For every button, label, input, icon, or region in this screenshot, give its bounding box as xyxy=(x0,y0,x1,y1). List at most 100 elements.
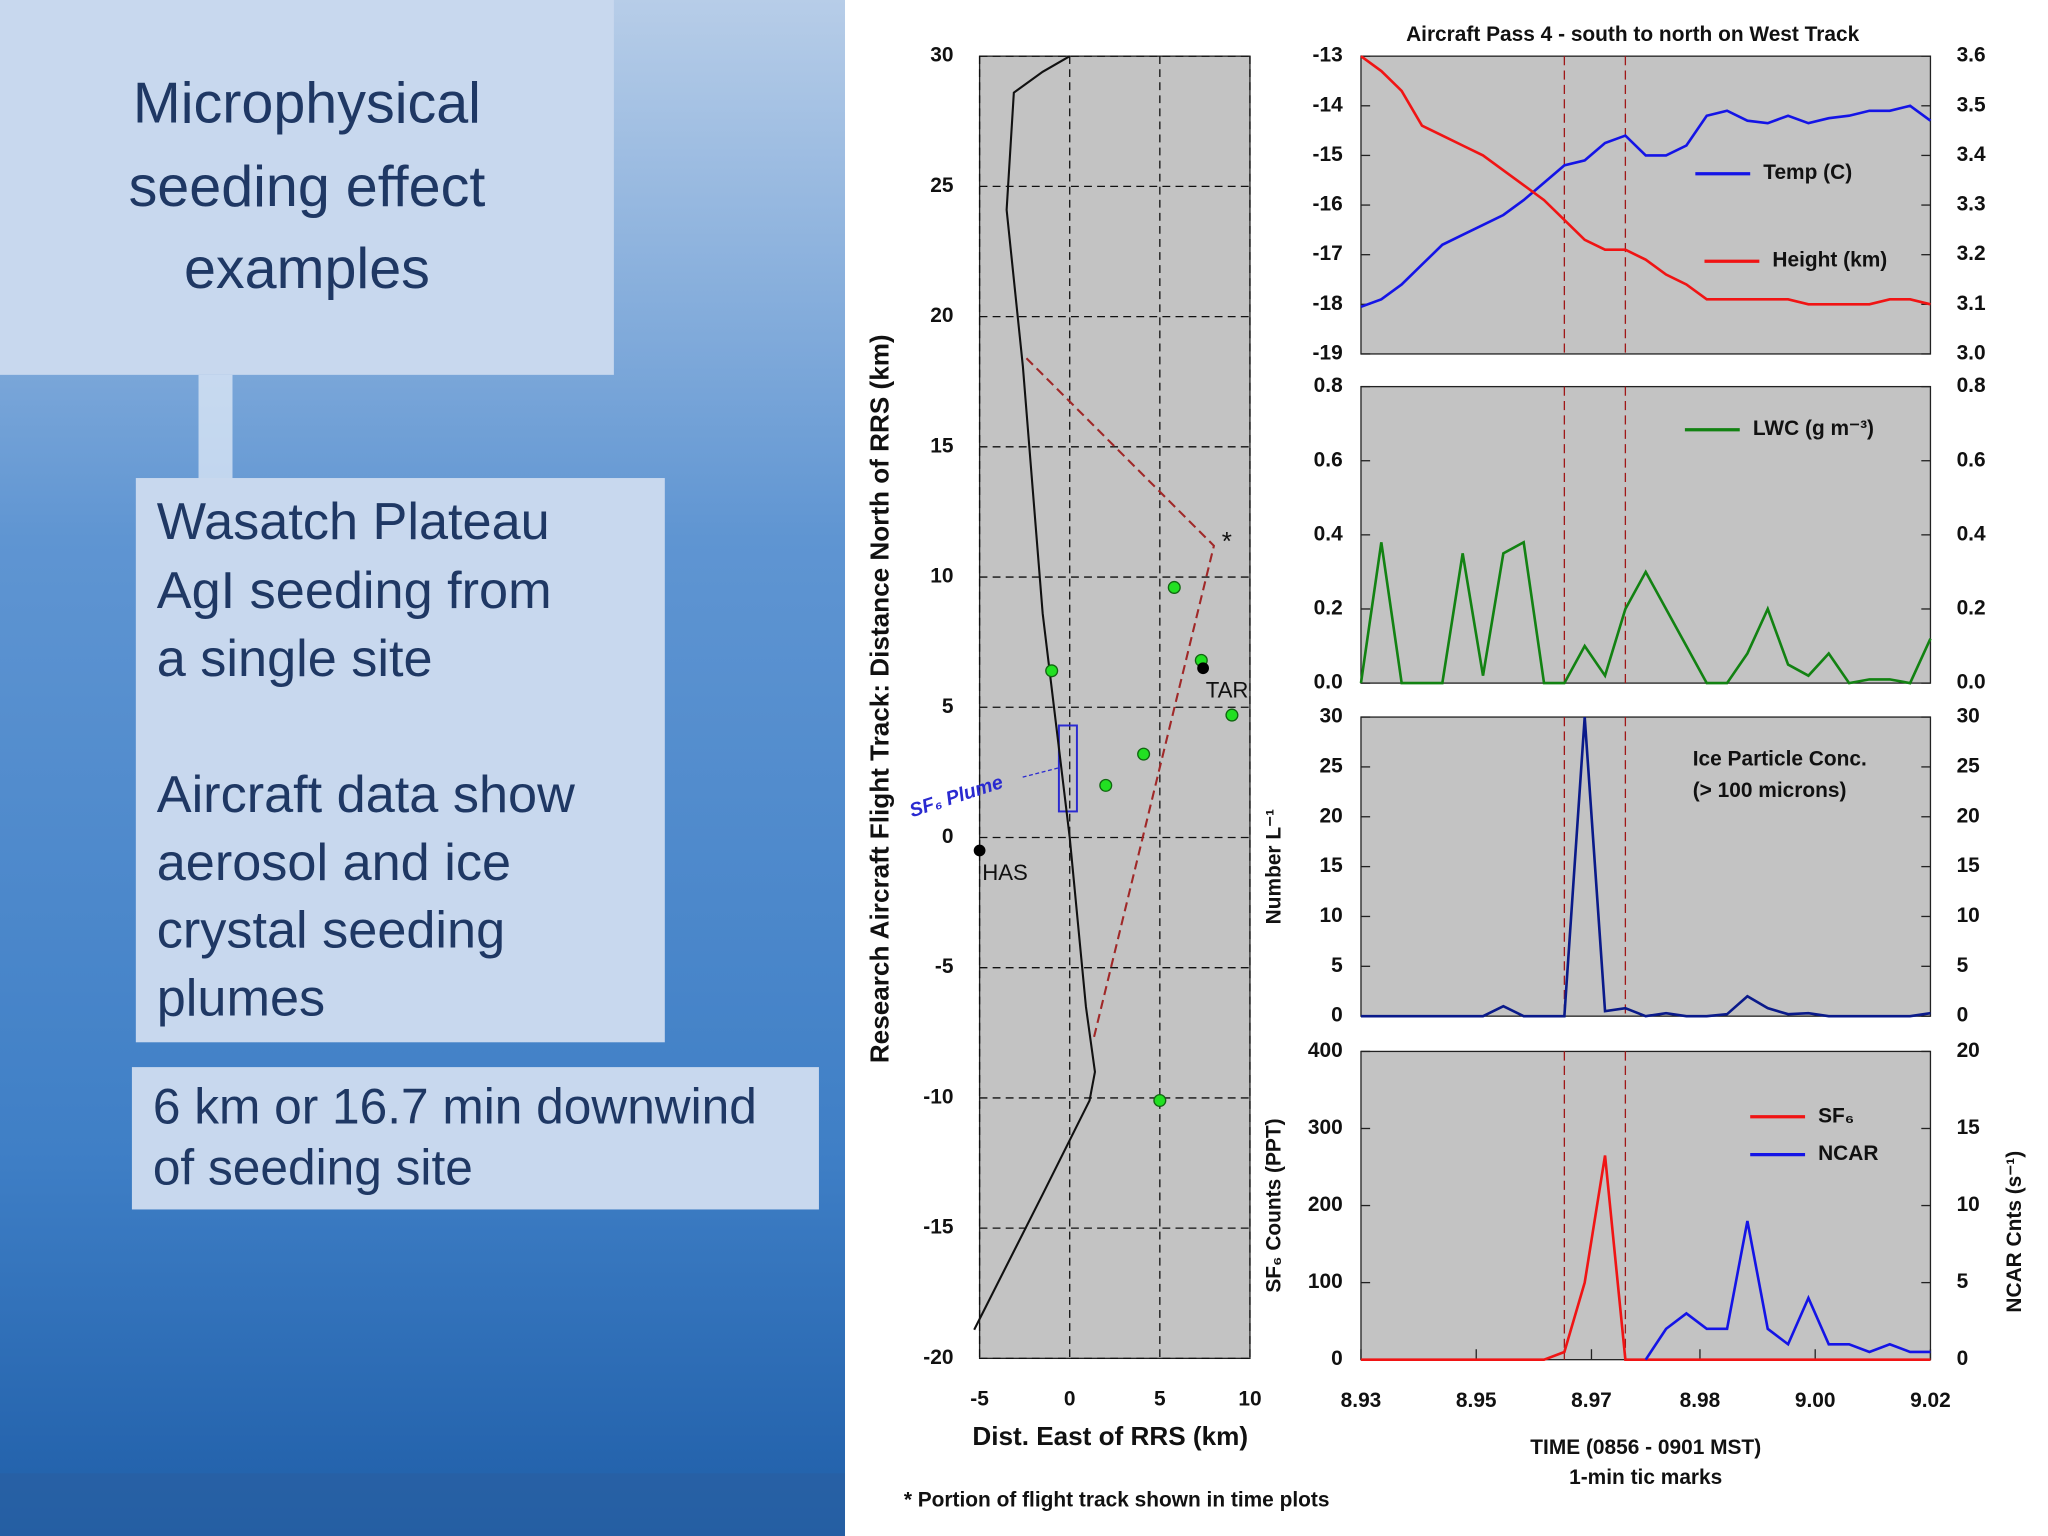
plume-box xyxy=(1057,724,1078,813)
x-tick-label: 9.02 xyxy=(1910,1389,1951,1412)
box-text: 6 km or 16.7 min downwind xyxy=(153,1078,757,1134)
y2-tick-label: 10 xyxy=(1957,1193,1980,1216)
slide-text: Microphysical seeding effect examples Wa… xyxy=(0,0,819,1210)
y-tick-label: 0.2 xyxy=(1314,596,1343,619)
y-tick-label: 0.6 xyxy=(1314,448,1343,471)
series-line xyxy=(1644,1220,1931,1361)
track-point xyxy=(1099,778,1113,792)
y-tick-label: 20 xyxy=(930,304,953,327)
series-line xyxy=(1360,104,1932,309)
x-tick-label: 8.97 xyxy=(1571,1389,1612,1412)
y-tick-label: -17 xyxy=(1313,242,1343,265)
box-text: of seeding site xyxy=(153,1140,473,1196)
box-text: Wasatch Plateau xyxy=(157,493,550,551)
legend-label: Height (km) xyxy=(1772,249,1887,272)
x-axis-label: 1-min tic marks xyxy=(1569,1466,1722,1489)
track-point xyxy=(1167,580,1181,594)
y-tick-label: 5 xyxy=(942,695,954,718)
y-tick-label: 0 xyxy=(1331,1004,1343,1027)
y-tick-label: -20 xyxy=(923,1346,953,1369)
y2-tick-label: 15 xyxy=(1957,1116,1981,1139)
box-text: a single site xyxy=(157,630,433,688)
legend-label: Temp (C) xyxy=(1763,161,1852,184)
x-tick-label: -5 xyxy=(970,1388,989,1411)
annotation: Ice Particle Conc. xyxy=(1693,748,1867,771)
y-tick-label: 5 xyxy=(1331,954,1343,977)
y2-tick-label: 30 xyxy=(1957,705,1980,728)
y-tick-label: 100 xyxy=(1308,1270,1343,1293)
legend-label: LWC (g m⁻³) xyxy=(1753,417,1874,440)
y-tick-label: -18 xyxy=(1313,292,1343,315)
y2-tick-label: 5 xyxy=(1957,1270,1969,1293)
y-tick-label: 20 xyxy=(1319,804,1342,827)
track-point xyxy=(1225,708,1239,722)
y2-tick-label: 3.0 xyxy=(1957,341,1986,364)
y2-tick-label: 10 xyxy=(1957,904,1980,927)
legend-label: NCAR xyxy=(1818,1142,1878,1165)
y-tick-label: 10 xyxy=(930,565,953,588)
y-tick-label: 0 xyxy=(1331,1347,1343,1370)
y2-tick-label: 3.2 xyxy=(1957,242,1986,265)
y2-tick-label: 0.8 xyxy=(1957,374,1986,397)
y2-tick-label: 15 xyxy=(1957,854,1981,877)
y2-tick-label: 25 xyxy=(1957,754,1981,777)
y2-tick-label: 20 xyxy=(1957,804,1980,827)
x-tick-label: 10 xyxy=(1238,1388,1261,1411)
y-tick-label: 0 xyxy=(942,825,954,848)
plot-area xyxy=(1360,385,1932,684)
track-point xyxy=(1137,747,1151,761)
y-tick-label: 0.4 xyxy=(1314,522,1343,545)
box-text: AgI seeding from xyxy=(157,562,552,620)
y2-axis-label: NCAR Cnts (s⁻¹) xyxy=(2003,1151,2026,1313)
annotation: (> 100 microns) xyxy=(1693,779,1847,802)
series-line xyxy=(1359,540,1932,685)
y2-tick-label: 20 xyxy=(1957,1039,1980,1062)
y-tick-label: -5 xyxy=(935,955,954,978)
y2-tick-label: 3.1 xyxy=(1957,292,1986,315)
flight-leg xyxy=(1025,357,1216,1041)
legend-label: SF₆ xyxy=(1818,1104,1854,1127)
track-point xyxy=(1153,1094,1167,1108)
y2-tick-label: 3.6 xyxy=(1957,44,1986,67)
y-tick-label: 30 xyxy=(930,44,953,67)
site-point xyxy=(1197,662,1209,675)
y-tick-label: -14 xyxy=(1313,93,1344,116)
y-tick-label: 300 xyxy=(1308,1116,1343,1139)
track-point xyxy=(1045,664,1059,678)
site-label: TAR xyxy=(1206,678,1249,703)
y2-tick-label: 0.0 xyxy=(1957,671,1986,694)
y2-tick-label: 3.5 xyxy=(1957,93,1986,116)
y-tick-label: -16 xyxy=(1313,193,1343,216)
x-axis-label: TIME (0856 - 0901 MST) xyxy=(1530,1436,1761,1459)
y2-tick-label: 0.4 xyxy=(1957,522,1986,545)
decor-band xyxy=(0,1473,846,1536)
x-tick-label: 0 xyxy=(1064,1388,1076,1411)
text-box xyxy=(131,1067,819,1210)
y-axis-label: Research Aircraft Flight Track: Distance… xyxy=(865,334,895,1063)
footnote: * Portion of flight track shown in time … xyxy=(904,1488,1330,1511)
y-tick-label: -13 xyxy=(1313,44,1343,67)
chart-title: Aircraft Pass 4 - south to north on West… xyxy=(1406,23,1860,46)
site-label: HAS xyxy=(982,860,1028,885)
y2-tick-label: 0 xyxy=(1957,1347,1969,1370)
x-tick-label: 9.00 xyxy=(1795,1389,1836,1412)
x-tick-label: 8.93 xyxy=(1341,1389,1382,1412)
box-text: crystal seeding xyxy=(157,902,505,960)
y-tick-label: 25 xyxy=(930,174,954,197)
x-tick-label: 5 xyxy=(1154,1388,1166,1411)
y-axis-label: SF₆ Counts (PPT) xyxy=(1262,1118,1285,1292)
plot-area xyxy=(1360,1050,1932,1361)
text-box xyxy=(135,478,665,1043)
x-tick-label: 8.95 xyxy=(1456,1389,1497,1412)
site-point xyxy=(973,844,986,857)
title-box xyxy=(0,0,614,375)
y-tick-label: -10 xyxy=(923,1085,953,1108)
y-tick-label: 400 xyxy=(1308,1039,1343,1062)
x-tick-label: 8.98 xyxy=(1680,1389,1721,1412)
y-tick-label: -15 xyxy=(1313,143,1344,166)
y2-tick-label: 3.4 xyxy=(1957,143,1986,166)
y-tick-label: 15 xyxy=(1319,854,1343,877)
y-tick-label: 10 xyxy=(1319,904,1342,927)
slide-title: seeding effect xyxy=(129,155,486,219)
